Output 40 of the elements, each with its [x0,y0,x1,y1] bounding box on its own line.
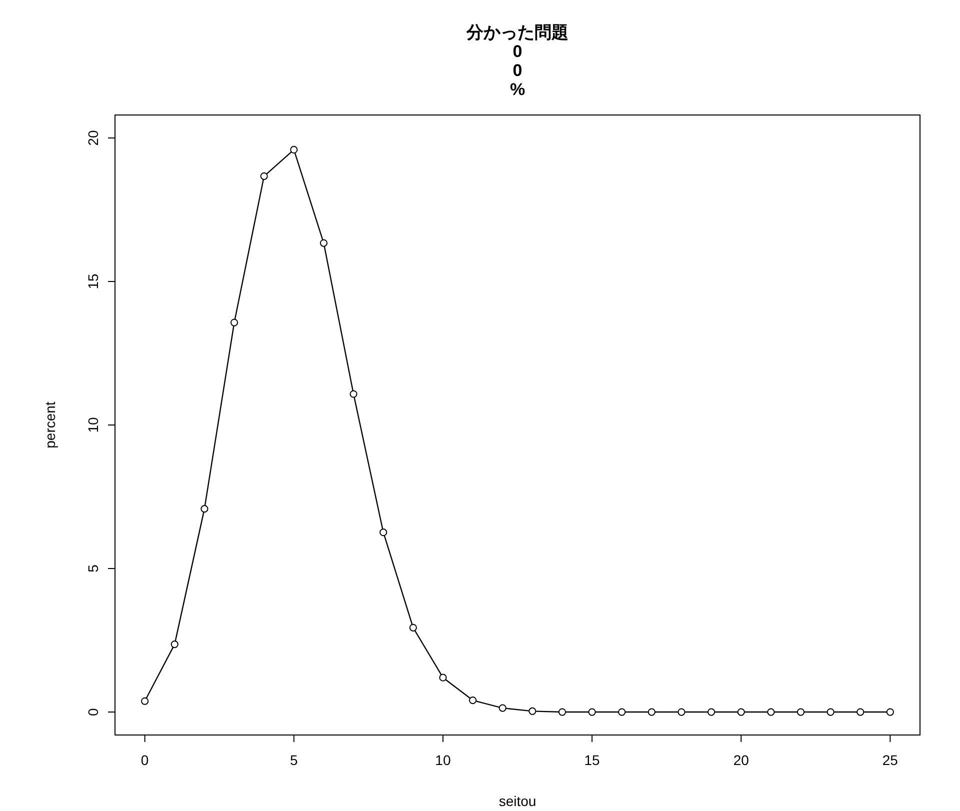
x-tick-label: 20 [733,752,750,768]
point [796,708,805,716]
x-tick-label: 5 [290,752,298,768]
point [141,697,149,705]
point [409,624,417,632]
point [230,318,238,326]
x-axis-title: seitou [498,793,536,809]
point [737,708,745,716]
point [618,708,626,716]
y-tick-label: 10 [85,417,101,433]
point [826,708,834,716]
x-tick-label: 25 [882,752,898,768]
point [648,708,656,716]
point [170,640,178,648]
point [588,708,596,716]
point [856,708,864,716]
point [380,528,388,536]
point [350,390,358,398]
point [439,674,447,682]
point [320,239,328,247]
point [558,708,566,716]
point [498,704,506,712]
point [468,696,477,704]
point [290,146,298,154]
y-axis-title: percent [42,402,58,448]
point [200,505,208,513]
y-tick-label: 5 [85,564,101,572]
y-tick-label: 15 [85,273,101,290]
y-tick-label: 20 [85,130,101,146]
point [528,707,536,715]
x-tick-label: 10 [435,752,451,768]
point [707,708,716,716]
point [260,172,268,180]
x-tick-label: 0 [140,752,149,768]
chart-title: 分かった問題 0 0 % [466,23,568,99]
point [678,708,686,716]
point [886,708,894,716]
x-tick-label: 15 [584,752,600,768]
y-tick-label: 0 [85,708,101,716]
point [767,708,775,716]
